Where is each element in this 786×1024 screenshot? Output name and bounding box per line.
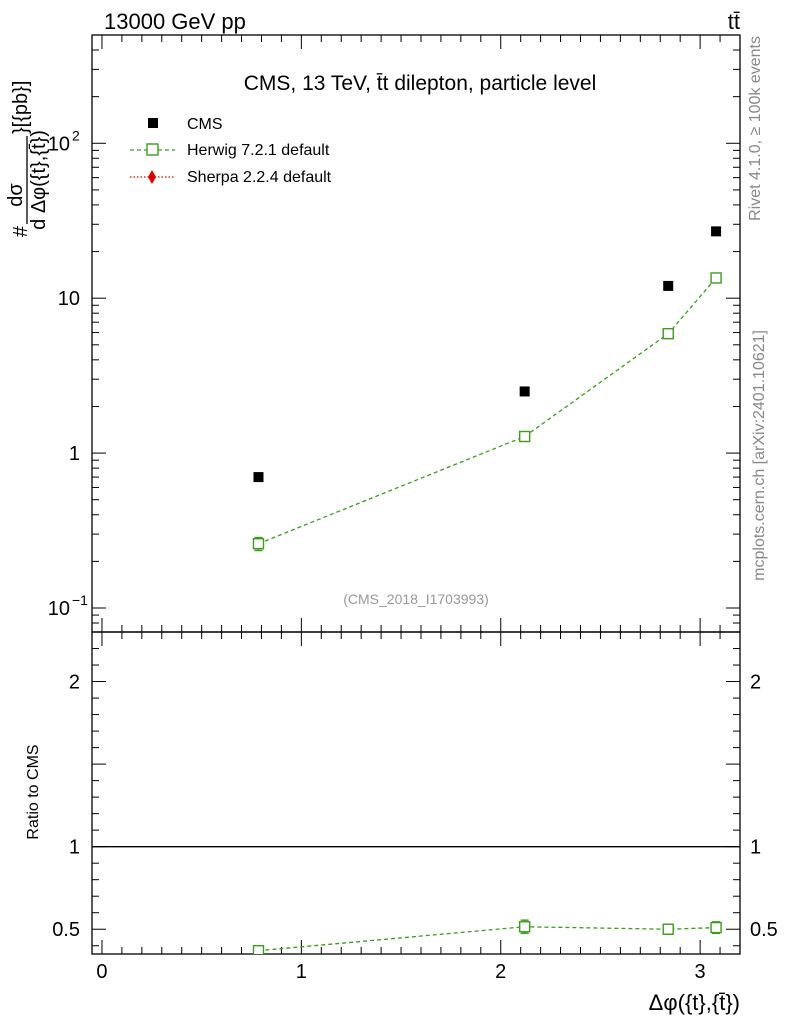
- ratio-tick-label-left: 0.5: [52, 919, 80, 941]
- watermark: (CMS_2018_I1703993): [343, 591, 489, 607]
- cms-point: [663, 280, 674, 291]
- herwig-point: [518, 430, 531, 443]
- y-label-denominator: d Δφ({t},{t̄}): [28, 130, 50, 230]
- ratio-tick-label-right: 2: [750, 672, 761, 694]
- x-axis-label: Δφ({t},{t̄}): [649, 990, 740, 1015]
- ratio-y-label: Ratio to CMS: [25, 744, 42, 839]
- herwig-line: [258, 277, 717, 545]
- ratio-series-group: [252, 919, 722, 954]
- y-tick-exponent: 2: [72, 127, 80, 143]
- ratio-plot-frame: [91, 631, 741, 955]
- legend-label-cms: CMS: [187, 116, 223, 133]
- y-tick-label: 10: [58, 288, 80, 310]
- legend-marker-herwig: [146, 143, 159, 156]
- y-tick-label: 10: [48, 598, 70, 620]
- herwig-point: [662, 327, 674, 340]
- cms-point: [253, 472, 264, 483]
- ratio-tick-label-right: 1: [750, 837, 761, 859]
- legend-marker-cms: [148, 118, 158, 128]
- legend: CMS Herwig 7.2.1 default Sherpa 2.2.4 de…: [130, 116, 332, 186]
- herwig-ratio-point: [518, 921, 531, 933]
- cms-point: [519, 386, 530, 397]
- y-tick-label: 10: [48, 133, 70, 155]
- ratio-tick-label-left: 1: [69, 837, 80, 859]
- y-label-units: }[{pb}]: [10, 81, 32, 134]
- y-tick-exponent: −1: [72, 592, 88, 608]
- x-tick-label: 3: [695, 961, 706, 983]
- x-tick-label: 2: [495, 961, 506, 983]
- herwig-ratio-line: [258, 926, 717, 952]
- header-left: 13000 GeV pp: [104, 9, 246, 34]
- x-tick-label: 1: [296, 961, 307, 983]
- chart-title: CMS, 13 TeV, t̄t dilepton, particle leve…: [244, 72, 597, 95]
- y-label-prefix: #: [10, 225, 32, 237]
- herwig-point: [252, 538, 265, 550]
- ratio-tick-label-left: 2: [69, 672, 80, 694]
- ratio-tick-label-right: 0.5: [750, 919, 778, 941]
- herwig-ratio-point: [662, 923, 674, 935]
- legend-label-herwig: Herwig 7.2.1 default: [187, 142, 330, 159]
- legend-label-sherpa: Sherpa 2.2.4 default: [187, 169, 332, 186]
- y-tick-label: 1: [69, 443, 80, 465]
- header-right: tt̄: [728, 9, 740, 34]
- x-tick-label: 0: [96, 961, 107, 983]
- y-label-numerator: dσ: [5, 183, 27, 207]
- side-text-top: Rivet 4.1.0, ≥ 100k events: [747, 36, 764, 221]
- herwig-ratio-point: [252, 944, 265, 954]
- legend-marker-sherpa: [148, 170, 156, 184]
- y-axis-label: # dσ d Δφ({t},{t̄}) }[{pb}]: [5, 81, 50, 238]
- side-text-bottom: mcplots.cern.ch [arXiv:2401.10621]: [751, 330, 768, 581]
- herwig-point: [710, 272, 722, 284]
- herwig-ratio-point: [710, 921, 722, 934]
- cms-point: [711, 226, 722, 237]
